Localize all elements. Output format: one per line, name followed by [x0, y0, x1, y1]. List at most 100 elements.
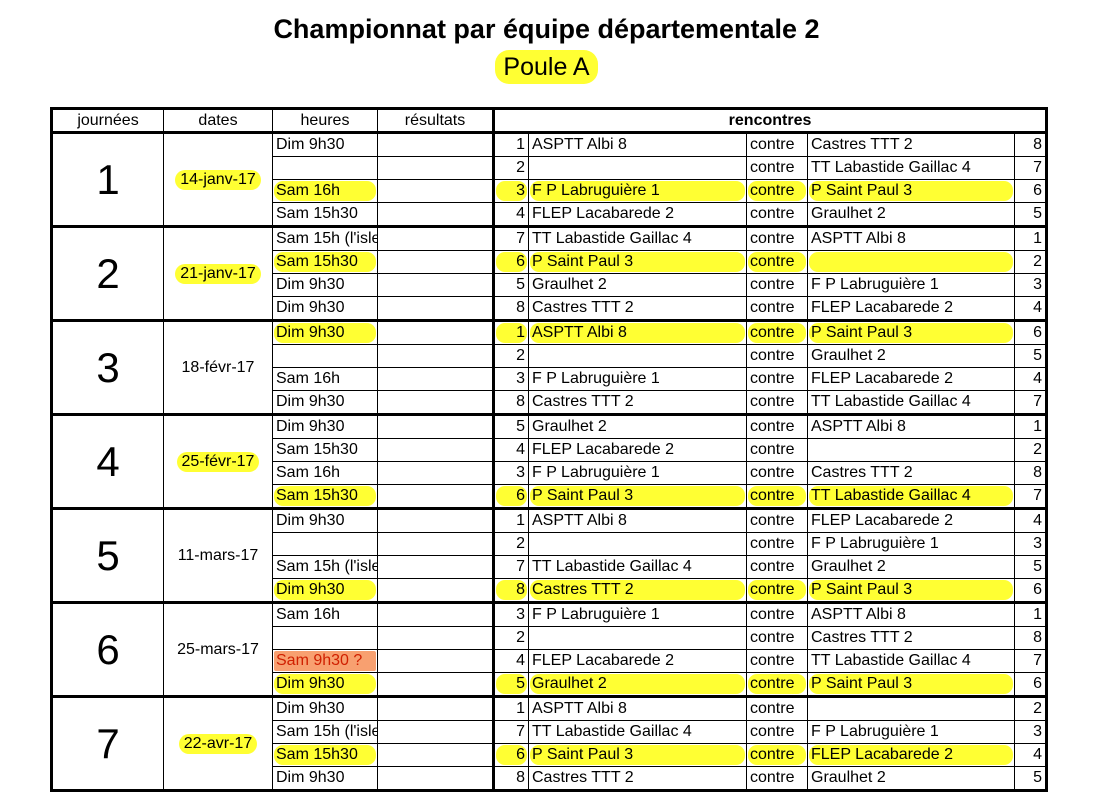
match-row: 3 18-févr-17 Dim 9h30 1 ASPTT Albi 8 contre P …: [51, 319, 1048, 415]
home-number: 2: [492, 532, 529, 556]
header-cell: heures: [272, 108, 378, 133]
away-number: 7: [1013, 156, 1048, 180]
result: [377, 250, 494, 274]
heure: Dim 9h30: [272, 273, 378, 297]
away-team-text: Graulhet 2: [811, 558, 886, 575]
versus: contre: [746, 766, 808, 791]
home-number-text: 2: [516, 535, 525, 552]
home-number: 7: [492, 720, 529, 744]
heure: Sam 15h30: [272, 743, 378, 767]
away-team-text: P Saint Paul 3: [809, 181, 1013, 201]
heure-text: Dim 9h30: [274, 323, 376, 343]
home-number-text: 3: [496, 181, 527, 201]
away-number: 3: [1013, 720, 1048, 744]
away-number-text: 7: [1033, 652, 1043, 669]
away-number-text: 4: [1033, 299, 1043, 316]
home-team: ASPTT Albi 8: [528, 319, 747, 345]
heure: [272, 344, 378, 368]
heure: Sam 16h: [272, 461, 378, 485]
journee-date: 18-févr-17: [163, 319, 273, 415]
away-number: 1: [1013, 601, 1048, 627]
home-number-text: 7: [516, 230, 525, 247]
away-team: Castres TTT 2: [807, 626, 1015, 650]
journee-number-text: 1: [96, 155, 120, 203]
home-team-text: Castres TTT 2: [530, 580, 745, 600]
home-team-text: P Saint Paul 3: [530, 486, 745, 506]
heure-text: Dim 9h30: [274, 674, 376, 694]
away-number: 8: [1013, 461, 1048, 485]
heure: Sam 15h (l'isle sur tarn): [272, 555, 378, 579]
home-team-text: F P Labruguière 1: [532, 464, 660, 481]
away-number-text: 1: [1033, 606, 1043, 623]
away-number: 8: [1013, 131, 1048, 157]
versus: contre: [746, 672, 808, 697]
home-number: 5: [492, 413, 529, 439]
home-team-text: TT Labastide Gaillac 4: [532, 558, 692, 575]
home-team: [528, 156, 747, 180]
home-number-text: 4: [516, 652, 525, 669]
away-team-text: Graulhet 2: [811, 205, 886, 222]
match-row: Dim 9h30 5 Graulhet 2 contre P Saint Paul 3 6: [52, 672, 1048, 697]
result: [377, 156, 494, 180]
versus: contre: [746, 720, 808, 744]
away-team: Graulhet 2: [807, 555, 1015, 579]
heure-text: Dim 9h30: [276, 769, 345, 786]
away-team: FLEP Lacabarede 2: [807, 743, 1015, 767]
home-number-text: 8: [516, 299, 525, 316]
home-number-text: 1: [516, 700, 525, 717]
versus: contre: [746, 319, 808, 345]
home-team: [528, 626, 747, 650]
home-team: Castres TTT 2: [528, 390, 747, 415]
away-number-text: 2: [1033, 441, 1043, 458]
away-team-text: Graulhet 2: [811, 347, 886, 364]
journee-number: 1: [51, 131, 164, 227]
home-team: [528, 344, 747, 368]
home-number-text: 7: [516, 723, 525, 740]
home-number: 8: [492, 766, 529, 791]
heure: Dim 9h30: [272, 296, 378, 321]
result: [377, 555, 494, 579]
heure-text: Sam 9h30 ?: [274, 651, 376, 671]
away-team-text: ASPTT Albi 8: [811, 606, 906, 623]
away-number-text: 1: [1033, 418, 1043, 435]
journee-date-text: 22-avr-17: [178, 733, 258, 754]
heure: Dim 9h30: [272, 672, 378, 697]
home-number-text: 3: [516, 370, 525, 387]
away-team-text: F P Labruguière 1: [811, 535, 939, 552]
home-team-text: Graulhet 2: [532, 276, 607, 293]
home-number-text: 3: [516, 606, 525, 623]
away-team-text: TT Labastide Gaillac 4: [811, 159, 971, 176]
versus-text: contre: [750, 464, 795, 481]
away-number-text: 1: [1033, 230, 1043, 247]
home-number: 3: [492, 179, 529, 203]
versus-text: contre: [748, 323, 806, 343]
journee-date-text: 21-janv-17: [175, 263, 261, 284]
heure: Sam 15h30: [272, 202, 378, 227]
header-cell: journées: [51, 108, 164, 133]
home-team: TT Labastide Gaillac 4: [528, 555, 747, 579]
away-number: 5: [1013, 344, 1048, 368]
match-row: 1 14-janv-17 Dim 9h30 1 ASPTT Albi 8 contre Ca…: [51, 131, 1048, 227]
home-team: ASPTT Albi 8: [528, 131, 747, 157]
heure: Sam 9h30 ?: [272, 649, 378, 673]
home-team: Graulhet 2: [528, 273, 747, 297]
match-row: Sam 15h30 6 P Saint Paul 3 contre 2: [52, 250, 1048, 274]
heure-text: Dim 9h30: [274, 580, 376, 600]
heure-text: Dim 9h30: [276, 418, 345, 435]
result: [377, 578, 494, 603]
home-number: 4: [492, 202, 529, 227]
away-team-text: FLEP Lacabarede 2: [811, 370, 954, 387]
match-row: 2 21-janv-17 Sam 15h (l'isle sur tarn) 7 TT …: [51, 225, 1048, 321]
heure-text: Dim 9h30: [276, 276, 345, 293]
home-number: 5: [492, 672, 529, 697]
home-team: Castres TTT 2: [528, 296, 747, 321]
home-team-text: P Saint Paul 3: [530, 252, 745, 272]
match-row: Sam 15h30 4 FLEP Lacabarede 2 contre Graulhe…: [52, 202, 1048, 227]
versus-text: contre: [750, 205, 795, 222]
versus-text: contre: [750, 299, 795, 316]
result: [377, 344, 494, 368]
away-number: 3: [1013, 273, 1048, 297]
match-row: Dim 9h30 8 Castres TTT 2 contre Graulhet 2 5: [52, 766, 1048, 791]
home-number-text: 7: [516, 558, 525, 575]
versus: contre: [746, 367, 808, 391]
